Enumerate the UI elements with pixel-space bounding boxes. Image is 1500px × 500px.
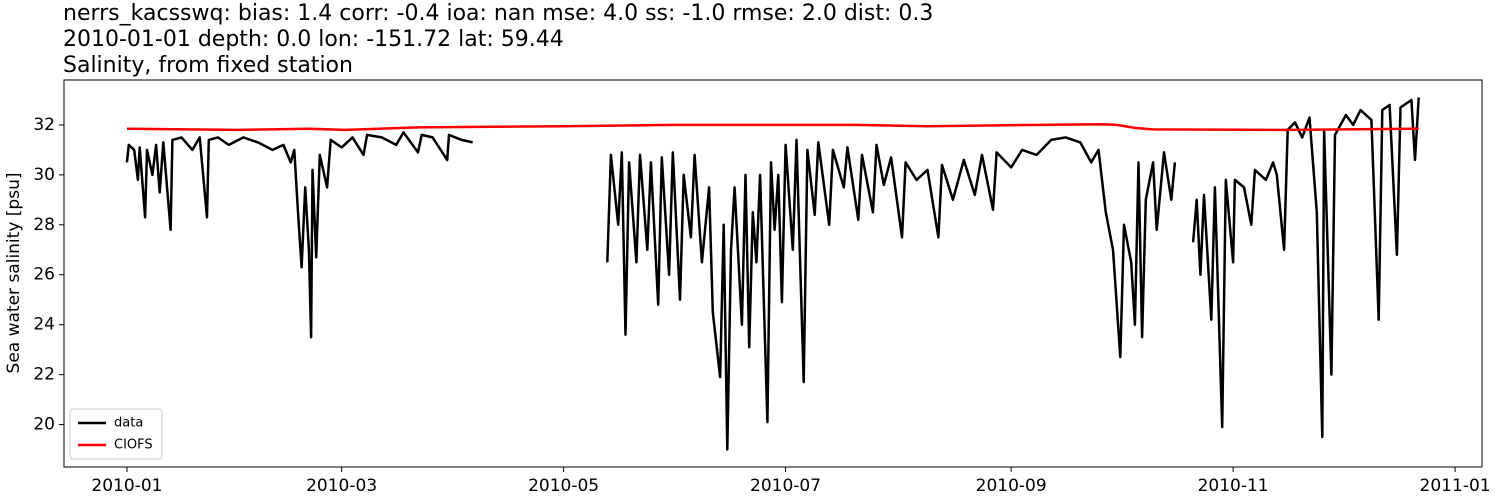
x-tick-label: 2010-09 — [976, 476, 1047, 496]
chart-subtitle: Salinity, from fixed station — [63, 53, 353, 78]
x-tick-label: 2010-07 — [750, 476, 821, 496]
y-tick-label: 32 — [33, 115, 55, 135]
y-axis-label: Sea water salinity [psu] — [4, 173, 24, 374]
y-tick-label: 30 — [33, 165, 55, 185]
y-tick-label: 20 — [33, 415, 55, 435]
y-tick-label: 22 — [33, 365, 55, 385]
x-tick-label: 2010-03 — [306, 476, 377, 496]
x-tick-label: 2010-11 — [1198, 476, 1269, 496]
series-line — [125, 97, 1420, 451]
legend-label: CIOFS — [114, 438, 153, 453]
y-tick-label: 28 — [33, 215, 55, 235]
legend-box — [69, 408, 163, 460]
y-tick-label: 26 — [33, 265, 55, 285]
plot-frame — [63, 79, 1483, 468]
x-tick-label: 2010-05 — [528, 476, 599, 496]
chart-title: nerrs_kacsswq: bias: 1.4 corr: -0.4 ioa:… — [63, 1, 933, 26]
x-tick-label: 2011-01 — [1420, 476, 1491, 496]
x-tick-label: 2010-01 — [91, 476, 162, 496]
chart-subtitle: 2010-01-01 depth: 0.0 lon: -151.72 lat: … — [63, 27, 564, 52]
series-line — [126, 122, 1419, 132]
y-tick-label: 24 — [33, 315, 55, 335]
legend-label: data — [114, 416, 143, 431]
